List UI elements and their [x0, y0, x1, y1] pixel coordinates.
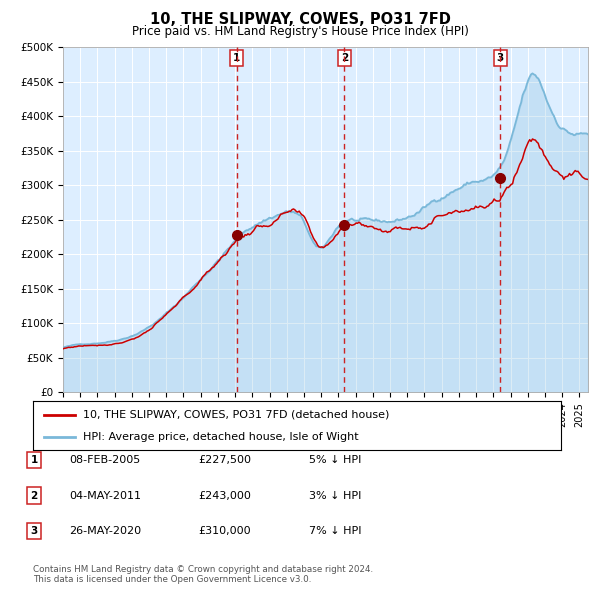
Text: £243,000: £243,000: [198, 491, 251, 500]
Text: Price paid vs. HM Land Registry's House Price Index (HPI): Price paid vs. HM Land Registry's House …: [131, 25, 469, 38]
Text: 10, THE SLIPWAY, COWES, PO31 7FD (detached house): 10, THE SLIPWAY, COWES, PO31 7FD (detach…: [83, 409, 389, 419]
Text: £227,500: £227,500: [198, 455, 251, 465]
Text: 2: 2: [341, 53, 348, 63]
Text: Contains HM Land Registry data © Crown copyright and database right 2024.
This d: Contains HM Land Registry data © Crown c…: [33, 565, 373, 584]
Text: 08-FEB-2005: 08-FEB-2005: [69, 455, 140, 465]
Text: 3: 3: [31, 526, 38, 536]
Text: 10, THE SLIPWAY, COWES, PO31 7FD: 10, THE SLIPWAY, COWES, PO31 7FD: [149, 12, 451, 27]
Text: 1: 1: [31, 455, 38, 465]
Text: 3% ↓ HPI: 3% ↓ HPI: [309, 491, 361, 500]
Text: 1: 1: [233, 53, 241, 63]
Text: 04-MAY-2011: 04-MAY-2011: [69, 491, 141, 500]
Text: 3: 3: [497, 53, 504, 63]
Text: 2: 2: [31, 491, 38, 500]
Text: 7% ↓ HPI: 7% ↓ HPI: [309, 526, 361, 536]
Text: 26-MAY-2020: 26-MAY-2020: [69, 526, 141, 536]
Text: £310,000: £310,000: [198, 526, 251, 536]
Text: 5% ↓ HPI: 5% ↓ HPI: [309, 455, 361, 465]
Text: HPI: Average price, detached house, Isle of Wight: HPI: Average price, detached house, Isle…: [83, 432, 359, 442]
